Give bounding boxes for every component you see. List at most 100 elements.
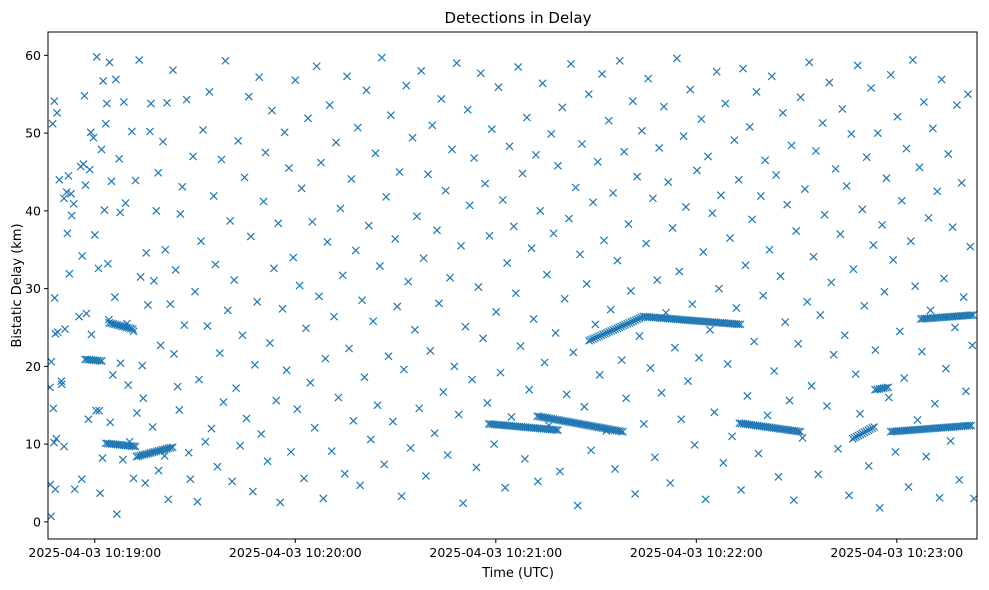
data-point: [240, 173, 249, 182]
data-point: [319, 494, 328, 503]
data-point: [90, 230, 99, 239]
data-point: [375, 262, 384, 271]
data-point: [648, 194, 657, 203]
data-point: [772, 171, 781, 180]
data-point: [386, 111, 395, 120]
data-point: [805, 58, 814, 67]
data-point: [564, 214, 573, 223]
data-point: [959, 293, 968, 302]
data-point: [193, 497, 202, 506]
data-point: [886, 70, 895, 79]
data-point: [677, 415, 686, 424]
data-point: [55, 175, 64, 184]
data-point: [716, 191, 726, 200]
data-point: [303, 114, 313, 123]
data-point: [492, 307, 501, 316]
data-point: [509, 222, 518, 231]
data-point: [404, 277, 413, 286]
data-point: [295, 281, 304, 290]
data-point: [391, 234, 400, 243]
data-point: [215, 349, 224, 358]
data-point: [67, 211, 76, 220]
data-point: [860, 428, 869, 437]
data-point: [89, 133, 98, 142]
data-point: [635, 314, 644, 323]
data-point: [629, 317, 638, 326]
data-point: [794, 339, 803, 348]
data-point: [714, 284, 724, 293]
data-point: [118, 455, 127, 464]
data-point: [816, 311, 825, 320]
data-point: [282, 366, 291, 375]
data-point: [57, 380, 66, 389]
data-point: [688, 300, 697, 309]
data-point: [426, 346, 435, 355]
data-point: [919, 97, 928, 107]
data-point: [265, 339, 274, 348]
data-point: [129, 442, 138, 451]
data-point: [870, 423, 879, 432]
data-point: [393, 302, 402, 311]
data-point: [852, 432, 861, 441]
data-point: [468, 375, 477, 384]
data-point: [794, 427, 803, 436]
data-point: [941, 364, 950, 373]
data-point: [419, 254, 428, 263]
data-point: [274, 219, 283, 228]
data-point: [882, 174, 891, 183]
data-point: [79, 160, 88, 169]
data-point: [334, 393, 343, 402]
data-point: [402, 81, 411, 90]
data-point: [49, 438, 59, 447]
data-point: [522, 113, 531, 122]
data-point: [180, 321, 189, 330]
data-point: [325, 101, 334, 110]
data-point: [132, 409, 141, 418]
data-point: [149, 276, 158, 285]
data-point: [205, 87, 214, 96]
data-point: [734, 175, 743, 184]
data-point: [601, 329, 610, 338]
y-tick-label: 60: [25, 48, 41, 63]
data-point: [756, 192, 765, 201]
x-axis: 2025-04-03 10:19:00 2025-04-03 10:20:00 20…: [28, 539, 963, 560]
data-point: [551, 425, 560, 434]
data-point: [525, 385, 534, 394]
data-point: [613, 324, 622, 333]
data-point: [100, 206, 109, 215]
data-point: [221, 56, 230, 65]
data-point: [141, 478, 150, 488]
data-point: [851, 370, 860, 379]
data-point: [191, 287, 200, 296]
data-point: [900, 374, 909, 383]
data-point: [599, 330, 608, 339]
data-point: [189, 152, 198, 161]
data-point: [474, 283, 483, 292]
data-point: [476, 69, 485, 78]
data-point: [95, 356, 104, 365]
data-point: [712, 67, 721, 76]
data-point: [108, 370, 117, 379]
data-point: [306, 378, 315, 387]
data-point: [587, 446, 596, 455]
data-point: [884, 383, 893, 392]
data-point: [64, 171, 73, 180]
data-point: [175, 405, 184, 414]
data-point: [664, 178, 673, 187]
data-point: [314, 292, 324, 301]
data-point: [459, 499, 468, 508]
data-point: [699, 248, 708, 257]
data-point: [388, 417, 397, 426]
data-point: [620, 147, 629, 156]
data-point: [952, 101, 961, 110]
data-point: [257, 429, 266, 439]
data-point: [774, 472, 783, 481]
data-point: [98, 454, 107, 463]
data-point: [69, 199, 78, 208]
data-point: [589, 198, 598, 207]
data-point: [822, 402, 831, 411]
data-point: [616, 427, 625, 436]
data-point: [501, 483, 510, 492]
data-point: [238, 331, 247, 340]
